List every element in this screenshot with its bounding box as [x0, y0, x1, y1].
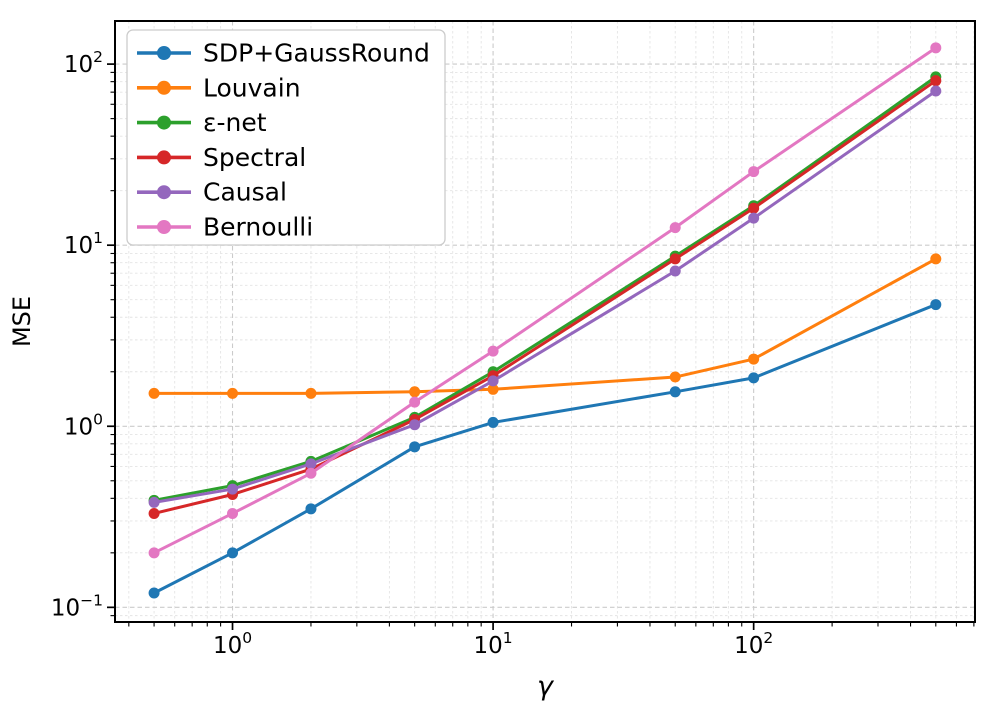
data-point-bernoulli	[930, 42, 942, 54]
x-tick-label: 100	[213, 629, 252, 659]
legend-entry-bernoulli: Bernoulli	[137, 213, 313, 242]
data-point-louvain	[748, 353, 760, 365]
legend: SDP+GaussRound Louvain ε-net Spectral Causal…	[126, 29, 446, 246]
major-ticks	[107, 63, 755, 630]
data-point-sdp-gaussround	[930, 299, 942, 311]
series-line-louvain	[154, 257, 937, 395]
data-point-causal	[748, 212, 760, 224]
data-point-louvain	[148, 387, 160, 399]
y-tick-label: 101	[64, 229, 103, 259]
legend-marker-spectral	[157, 150, 171, 165]
data-point-sdp-gaussround	[487, 416, 499, 428]
series-line-spectral	[153, 79, 937, 515]
x-tick-label: 101	[474, 629, 513, 659]
data-point-causal	[669, 265, 681, 277]
data-point-causal	[409, 419, 421, 431]
data-point-bernoulli	[227, 507, 239, 519]
data-point-bernoulli	[748, 166, 760, 178]
x-tick-label: 102	[734, 629, 773, 659]
data-point-louvain	[487, 383, 499, 395]
data-point-bernoulli	[409, 396, 421, 408]
legend-entry-net: ε-net	[137, 108, 267, 137]
y-tick-label: 100	[64, 410, 103, 440]
data-point-causal	[148, 496, 160, 508]
legend-entry-causal: Causal	[137, 178, 287, 207]
legend-label-bernoulli: Bernoulli	[203, 213, 313, 242]
series-line-causal	[153, 89, 937, 504]
data-point-causal	[487, 375, 499, 387]
legend-marker-sdp-gaussround	[157, 46, 171, 60]
legend-entry-spectral: Spectral	[137, 143, 306, 172]
data-point-sdp-gaussround	[669, 386, 681, 398]
series-causal	[148, 85, 942, 508]
legend-frame	[126, 29, 446, 246]
data-point-spectral	[148, 507, 160, 519]
data-point-sdp-gaussround	[748, 372, 760, 384]
data-point-louvain	[305, 387, 317, 399]
y-tick-label: 102	[64, 48, 103, 78]
data-point-louvain	[409, 386, 421, 398]
legend-entry-louvain: Louvain	[137, 73, 301, 102]
legend-label-net: ε-net	[203, 108, 267, 137]
series-bernoulli	[148, 42, 942, 559]
data-point-bernoulli	[148, 547, 160, 559]
legend-label-spectral: Spectral	[203, 143, 306, 172]
legend-entry-sdp-gaussround: SDP+GaussRound	[137, 39, 430, 68]
series-line-sdp-gaussround	[153, 303, 937, 595]
x-axis-label: γ	[537, 671, 555, 702]
data-point-spectral	[748, 202, 760, 214]
data-point-sdp-gaussround	[409, 441, 421, 453]
legend-label-louvain: Louvain	[203, 73, 301, 102]
minor-ticks	[110, 71, 975, 627]
y-tick-label: 10−1	[51, 591, 103, 621]
data-point-bernoulli	[487, 345, 499, 357]
data-point-spectral	[669, 253, 681, 265]
data-point-louvain	[930, 253, 942, 265]
data-point-causal	[930, 85, 942, 97]
legend-marker-net	[157, 115, 171, 130]
data-point-causal	[305, 458, 317, 470]
series-line-net	[153, 75, 937, 502]
data-point-louvain	[669, 371, 681, 383]
series-line-bernoulli	[153, 46, 937, 555]
data-point-sdp-gaussround	[305, 503, 317, 515]
legend-label-causal: Causal	[203, 178, 287, 207]
series-sdp-gaussround	[148, 299, 942, 599]
series-louvain	[148, 253, 942, 399]
legend-marker-bernoulli	[157, 220, 171, 234]
legend-label-sdp-gaussround: SDP+GaussRound	[203, 39, 430, 68]
legend-marker-louvain	[157, 80, 171, 95]
data-point-sdp-gaussround	[227, 547, 239, 559]
axes-spines	[114, 20, 976, 623]
legend-marker-causal	[157, 185, 171, 200]
y-axis-label: MSE	[8, 296, 36, 347]
data-point-bernoulli	[669, 222, 681, 234]
data-point-louvain	[227, 387, 239, 399]
data-point-spectral	[930, 75, 942, 87]
data-point-causal	[227, 483, 239, 495]
data-point-bernoulli	[305, 467, 317, 479]
data-point-sdp-gaussround	[148, 587, 160, 599]
